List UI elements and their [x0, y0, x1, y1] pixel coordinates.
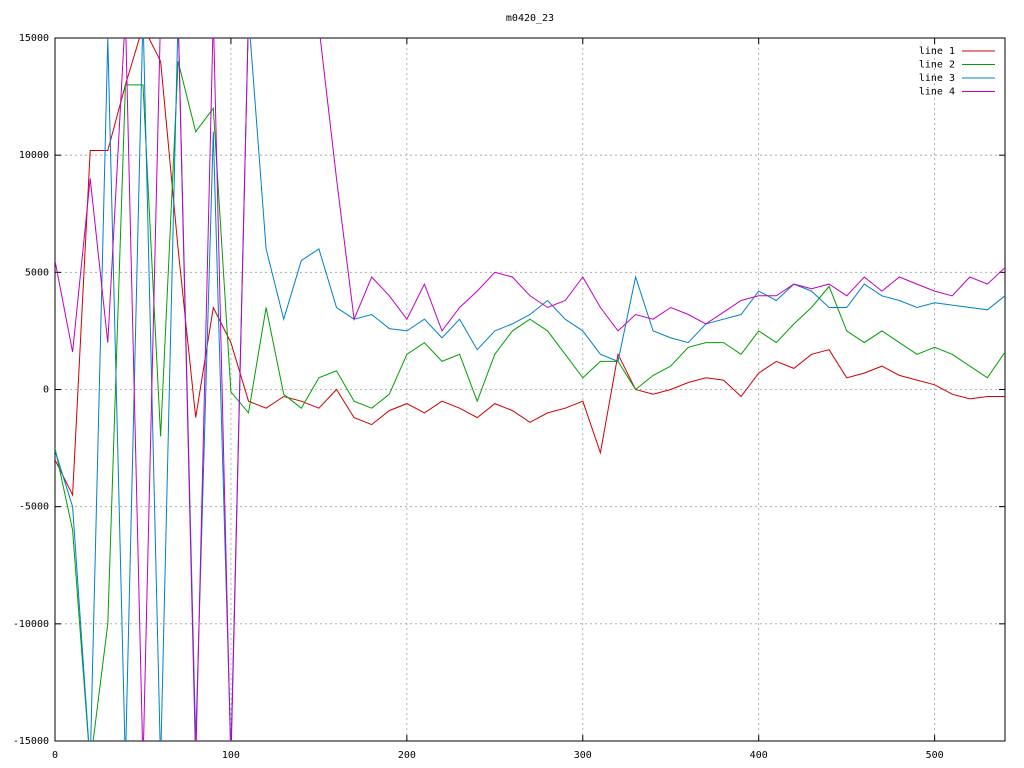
y-tick-label: -10000: [13, 619, 49, 630]
x-tick-label: 0: [52, 750, 58, 761]
y-tick-label: 15000: [19, 33, 49, 44]
y-tick-label: 0: [43, 385, 49, 396]
x-tick-label: 300: [574, 750, 592, 761]
y-tick-label: -15000: [13, 736, 49, 747]
x-tick-label: 500: [926, 750, 944, 761]
data-line: [55, 38, 1005, 741]
y-tick-label: -5000: [19, 502, 49, 513]
y-tick-label: 5000: [25, 267, 49, 278]
plot-area: [55, 38, 1005, 741]
y-tick-label: 10000: [19, 150, 49, 161]
legend-label: line 3: [919, 73, 955, 84]
plot-frame: [54, 37, 1006, 742]
x-tick-label: 100: [222, 750, 240, 761]
x-tick-label: 200: [398, 750, 416, 761]
data-line: [55, 61, 1005, 741]
data-line: [55, 38, 1005, 741]
chart-title: m0420_23: [506, 13, 554, 24]
legend-label: line 4: [919, 87, 955, 98]
x-tick-label: 400: [750, 750, 768, 761]
legend-label: line 2: [919, 60, 955, 71]
legend-label: line 1: [919, 46, 955, 57]
data-line: [55, 38, 1005, 497]
